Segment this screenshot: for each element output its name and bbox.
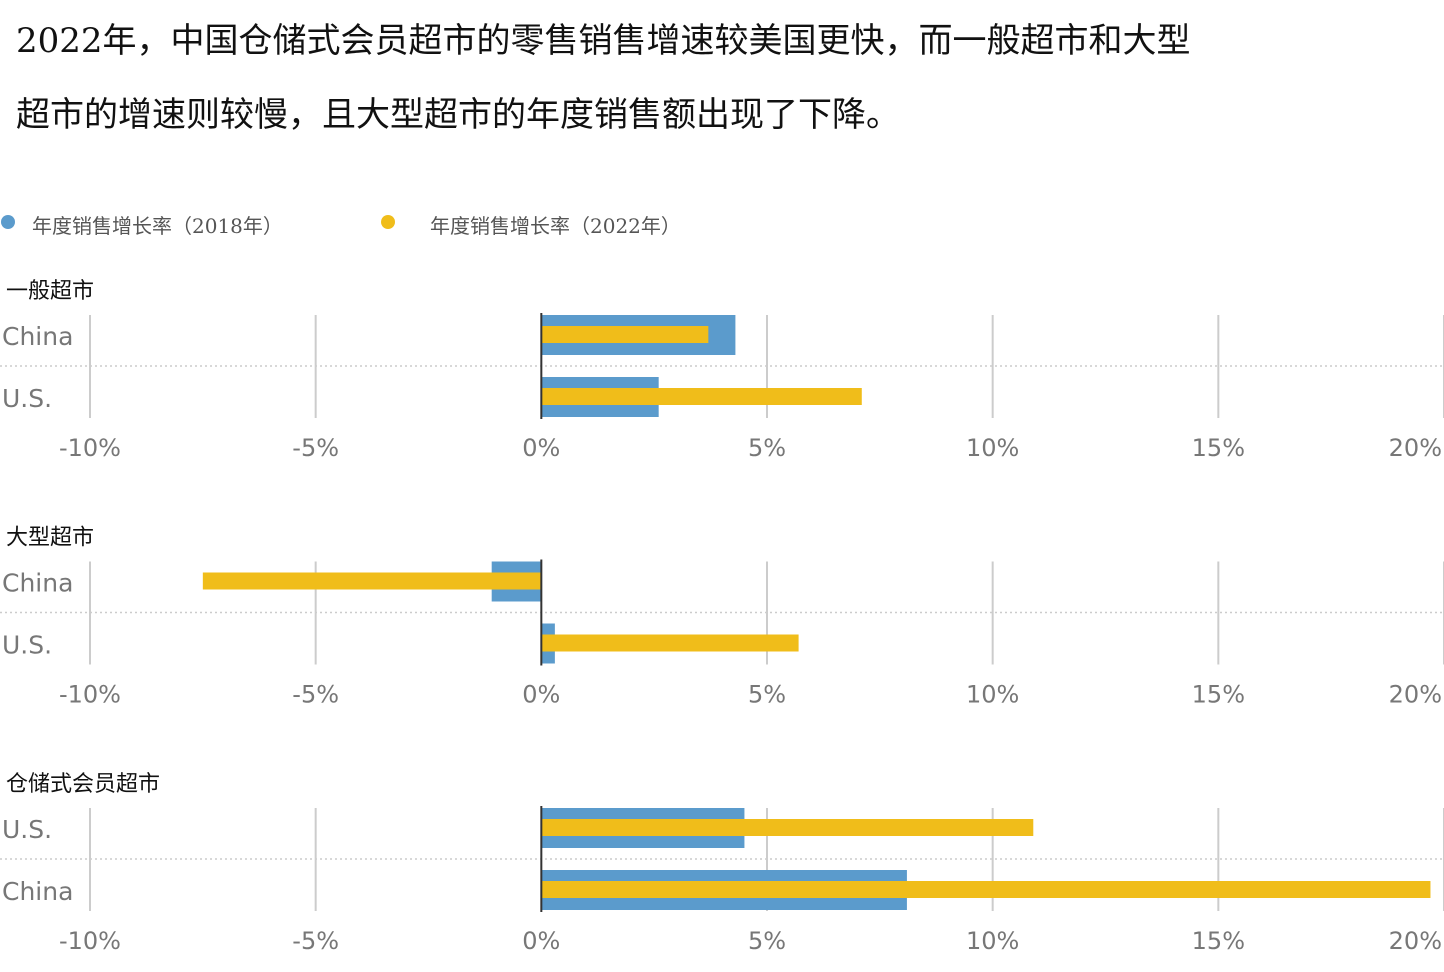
tick-label: -10% xyxy=(59,927,121,955)
category-label: U.S. xyxy=(2,631,52,660)
tick-label: 5% xyxy=(748,927,786,955)
chart-heading: 2022年，中国仓储式会员超市的零售销售增速较美国更快，而一般超市和大型超市的增… xyxy=(16,21,1191,135)
tick-label: 0% xyxy=(522,681,560,709)
bar-2022 xyxy=(541,388,862,405)
tick-label: 20% xyxy=(1389,927,1442,955)
legend-label: 年度销售增长率（2022年） xyxy=(430,214,681,238)
bar-2022 xyxy=(541,881,1431,898)
legend-label: 年度销售增长率（2018年） xyxy=(32,214,283,238)
tick-label: 15% xyxy=(1192,927,1245,955)
tick-label: 20% xyxy=(1389,434,1442,462)
category-label: China xyxy=(2,569,73,598)
tick-label: 15% xyxy=(1192,681,1245,709)
category-label: China xyxy=(2,877,73,906)
tick-label: 10% xyxy=(966,927,1019,955)
panel-title: 大型超市 xyxy=(6,526,94,551)
tick-label: 5% xyxy=(748,434,786,462)
tick-label: -5% xyxy=(292,927,339,955)
tick-label: 0% xyxy=(522,434,560,462)
tick-label: 20% xyxy=(1389,681,1442,709)
tick-label: 10% xyxy=(966,681,1019,709)
bar-2022 xyxy=(541,634,799,652)
tick-label: 15% xyxy=(1192,434,1245,462)
legend-marker xyxy=(381,215,395,229)
tick-label: 10% xyxy=(966,434,1019,462)
tick-label: -10% xyxy=(59,434,121,462)
tick-label: -10% xyxy=(59,681,121,709)
bar-2022 xyxy=(541,326,709,343)
category-label: U.S. xyxy=(2,384,52,413)
tick-label: -5% xyxy=(292,434,339,462)
bar-2022 xyxy=(202,572,542,590)
category-label: China xyxy=(2,322,73,351)
legend-marker xyxy=(1,215,15,229)
tick-label: 5% xyxy=(748,681,786,709)
bar-2022 xyxy=(541,819,1034,836)
panel-title: 仓储式会员超市 xyxy=(6,772,160,797)
tick-label: -5% xyxy=(292,681,339,709)
category-label: U.S. xyxy=(2,815,52,844)
panel-title: 一般超市 xyxy=(6,279,94,304)
tick-label: 0% xyxy=(522,927,560,955)
